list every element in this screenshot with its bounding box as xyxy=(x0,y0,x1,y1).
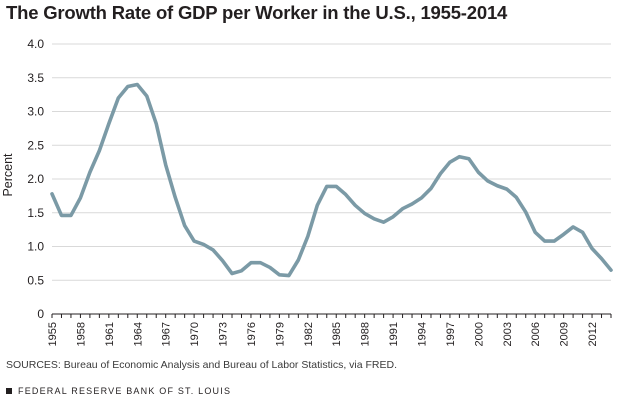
x-tick-label: 1970 xyxy=(189,322,201,346)
x-tick-label: 2006 xyxy=(530,322,542,346)
x-tick-label: 1958 xyxy=(75,322,87,346)
y-tick-label: 2.0 xyxy=(27,172,44,186)
x-tick-label: 1988 xyxy=(360,322,372,346)
y-tick-label: 3.0 xyxy=(27,105,44,119)
y-tick-label: 1.5 xyxy=(27,206,44,220)
series-layer xyxy=(50,82,613,278)
y-tick-label: 2.5 xyxy=(27,138,44,152)
x-tick-label: 2012 xyxy=(587,322,599,346)
x-tick-label: 1991 xyxy=(388,322,400,346)
y-tick-label: 3.5 xyxy=(27,71,44,85)
y-tick-label: 0 xyxy=(37,307,44,321)
x-tick-label: 2003 xyxy=(502,322,514,346)
x-tick-label: 1964 xyxy=(132,322,144,346)
gridlines xyxy=(52,43,611,281)
y-tick-label: 4.0 xyxy=(27,37,44,51)
x-tick-label: 1967 xyxy=(161,322,173,346)
x-tick-label: 1976 xyxy=(246,322,258,346)
x-tick-label: 1979 xyxy=(274,322,286,346)
x-tick-label: 1961 xyxy=(104,322,116,346)
x-tick-label: 1973 xyxy=(218,322,230,346)
x-tick-label: 1994 xyxy=(417,322,429,346)
y-tick-label: 0.5 xyxy=(27,273,44,287)
chart-title: The Growth Rate of GDP per Worker in the… xyxy=(6,2,508,23)
x-tick-label: 1985 xyxy=(331,322,343,346)
x-axis: 1955 1958 1961 1964 1967 1970 1973 1976 1979 1982… xyxy=(47,313,612,346)
x-tick-label: 2009 xyxy=(559,322,571,346)
footer-text: FEDERAL RESERVE BANK OF ST. LOUIS xyxy=(18,386,232,396)
series-line xyxy=(50,82,613,278)
x-tick-label: 2000 xyxy=(473,322,485,346)
x-tick-label: 1982 xyxy=(303,322,315,346)
x-tick-label: 1997 xyxy=(445,322,457,346)
y-tick-label: 1.0 xyxy=(27,240,44,254)
footer: FEDERAL RESERVE BANK OF ST. LOUIS xyxy=(6,386,231,396)
y-axis-ticks: 0 0.5 1.0 1.5 2.0 2.5 3.0 3.5 4.0 xyxy=(27,37,44,321)
x-tick-label: 1955 xyxy=(47,322,59,346)
square-icon xyxy=(6,388,12,394)
source-note: SOURCES: Bureau of Economic Analysis and… xyxy=(6,359,398,371)
y-axis-label: Percent xyxy=(1,153,15,197)
